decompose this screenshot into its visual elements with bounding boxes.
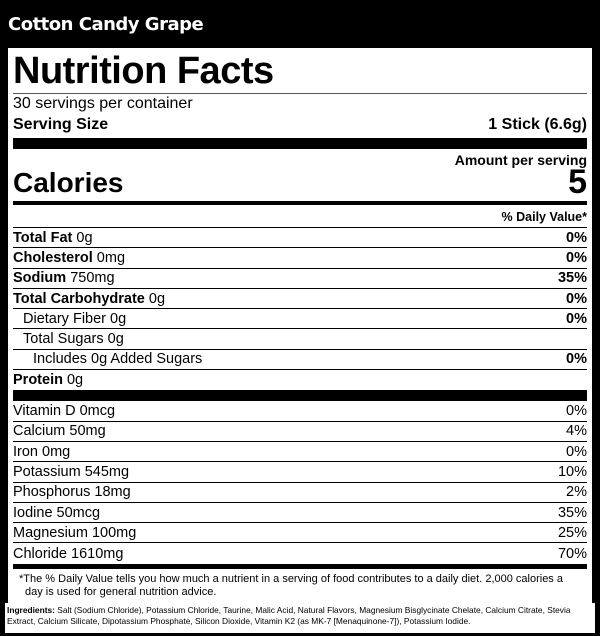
nutrient-label: Cholesterol [13,249,93,266]
calories-row: Calories 5 [13,163,587,201]
micronutrient-dv: 4% [566,423,587,440]
ingredients-text: Salt (Sodium Chloride), Potassium Chlori… [7,605,571,626]
nutrient-name: Sodium 750mg [13,270,115,286]
micronutrient-dv: 0% [566,443,587,460]
medium-divider [13,563,587,569]
divider [13,93,587,94]
nutrient-dv: 35% [557,270,587,287]
nutrient-row: Sodium 750mg 35% [13,269,587,289]
nutrient-amount: 0g [148,290,166,307]
nutrition-label: Nutrition Facts 30 servings per containe… [8,48,592,603]
micronutrient-name: Iodine 50mcg [13,504,101,521]
nutrient-row: Total Carbohydrate 0g 0% [13,289,587,310]
nutrient-dv: 0% [566,351,587,368]
micronutrient-row: Vitamin D 0mcg 0% [13,401,587,422]
micronutrient-dv: 0% [566,403,587,420]
micronutrient-name: Chloride 1610mg [13,545,124,562]
nutrient-row: Includes 0g Added Sugars 0% [13,350,587,371]
nutrient-dv: 0% [566,290,587,307]
micronutrient-name: Potassium 545mg [13,463,130,480]
nutrient-row: Dietary Fiber 0g 0% [13,309,587,330]
amount-per-serving: Amount per serving [454,152,587,168]
micronutrient-row: Iron 0mg 0% [13,442,587,463]
daily-value-header: % Daily Value* [13,207,587,228]
micronutrient-row: Potassium 545mg 10% [13,462,587,483]
nutrient-label: Total Carbohydrate [13,290,145,307]
nutrient-label: Sodium [13,270,67,287]
ingredients-label: Ingredients: [7,605,55,615]
nutrient-amount: 0mg [96,249,126,266]
micronutrient-list: Vitamin D 0mcg 0% Calcium 50mg 4% Iron 0mg 0%… [13,401,587,563]
nutrient-dv: 0% [566,310,587,327]
thick-divider [13,390,587,402]
micronutrient-name: Calcium 50mg [13,423,106,440]
servings-per-container: 30 servings per container [13,95,193,112]
nutrient-amount: 0g [76,229,93,246]
calories-label: Calories [13,167,124,198]
micronutrient-dv: 70% [557,545,587,562]
nutrient-row: Total Sugars 0g [13,329,587,350]
ingredients: Ingredients: Salt (Sodium Chloride), Pot… [5,603,595,633]
macronutrient-list: Total Fat 0g 0% Cholesterol 0mg 0% Sodium 75… [13,228,587,390]
nutrient-label: Total Fat [13,229,73,246]
micronutrient-name: Magnesium 100mg [13,524,137,541]
flavor-title: Cotton Candy Grape [8,14,204,35]
nutrient-dv: 0% [566,229,587,246]
micronutrient-dv: 2% [566,484,587,501]
nutrient-name: Total Carbohydrate 0g [13,291,165,307]
nutrient-name: Total Fat 0g [13,230,93,246]
serving-size-label: Serving Size [13,116,109,133]
serving-size: Serving Size 1 Stick (6.6g) [13,114,587,136]
serving-size-value: 1 Stick (6.6g) [488,116,587,133]
label-title: Nutrition Facts [13,50,274,92]
micronutrient-dv: 25% [557,524,587,541]
calories-value: 5 [568,163,587,201]
nutrient-row: Cholesterol 0mg 0% [13,248,587,269]
nutrient-label: Total Sugars 0g [23,331,124,348]
nutrient-name: Cholesterol 0mg [13,250,125,266]
nutrient-name: Protein 0g [13,372,83,388]
nutrient-label: Includes 0g Added Sugars [33,351,203,368]
nutrient-dv: 0% [566,249,587,266]
micronutrient-row: Iodine 50mcg 35% [13,503,587,524]
micronutrient-name: Phosphorus 18mg [13,484,131,501]
micronutrient-dv: 10% [557,463,587,480]
nutrient-row: Total Fat 0g 0% [13,228,587,249]
nutrient-label: Protein [13,372,63,389]
nutrient-amount: 0g [66,372,84,389]
micronutrient-name: Iron 0mg [13,443,71,460]
nutrient-amount: 750mg [70,270,115,287]
micronutrient-name: Vitamin D 0mcg [13,403,116,420]
nutrient-label: Dietary Fiber 0g [23,310,127,327]
micronutrient-row: Chloride 1610mg 70% [13,543,587,563]
thick-divider [13,138,587,149]
micronutrient-dv: 35% [557,504,587,521]
nutrient-name: Total Sugars 0g [23,331,124,347]
nutrient-name: Dietary Fiber 0g [23,311,126,327]
medium-divider [13,201,587,205]
micronutrient-row: Phosphorus 18mg 2% [13,483,587,503]
footnote: *The % Daily Value tells you how much a … [19,572,563,598]
micronutrient-row: Calcium 50mg 4% [13,422,587,442]
nutrient-name: Includes 0g Added Sugars [33,351,202,367]
micronutrient-row: Magnesium 100mg 25% [13,523,587,544]
nutrient-row: Protein 0g [13,370,587,390]
